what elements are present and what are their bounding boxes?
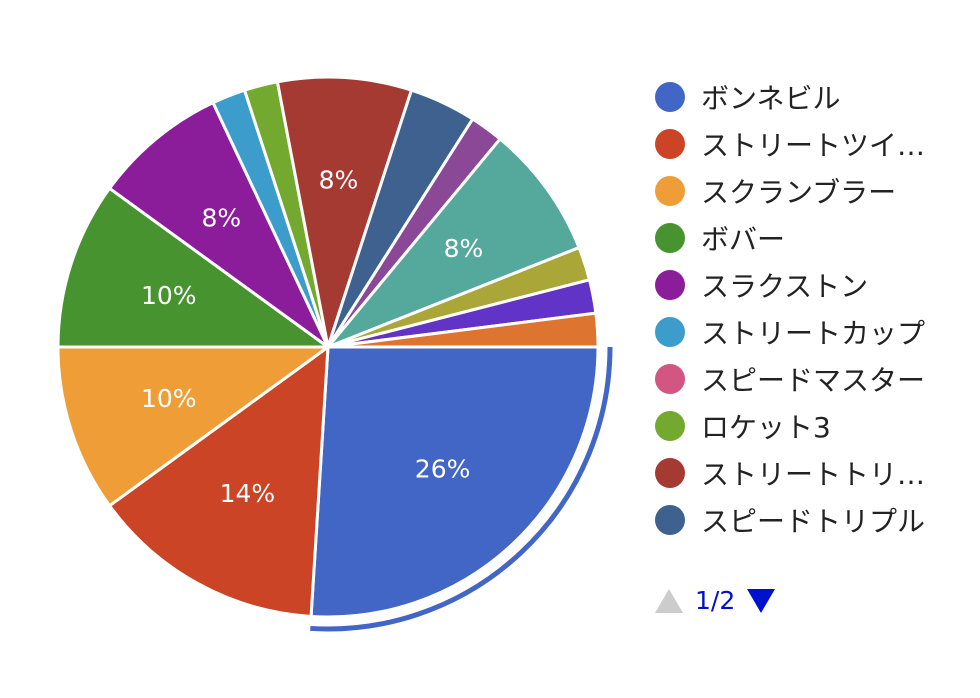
- legend-label: スクランブラー: [701, 175, 897, 209]
- legend-swatch: [655, 316, 685, 347]
- legend-swatch: [655, 81, 685, 112]
- legend-item[interactable]: スピードトリプル: [655, 496, 975, 543]
- legend-swatch: [655, 222, 685, 253]
- legend-swatch: [655, 269, 685, 300]
- pie-slice[interactable]: [275, 75, 414, 348]
- legend-label: ボバー: [701, 222, 786, 256]
- slice-data-label: 8%: [319, 165, 359, 194]
- slice-data-label: 10%: [141, 281, 197, 310]
- legend-swatch: [655, 410, 685, 441]
- legend-swatch: [655, 363, 685, 394]
- legend-item[interactable]: ストリートトリ…: [655, 449, 975, 496]
- legend-swatch: [655, 504, 685, 535]
- legend-swatch: [655, 175, 685, 206]
- legend-item[interactable]: スピードマスター: [655, 355, 975, 402]
- legend-item[interactable]: ストリートツイ…: [655, 120, 975, 167]
- pie-slice[interactable]: [107, 100, 330, 349]
- legend-label: スラクストン: [701, 269, 869, 303]
- slice-data-label: 26%: [415, 455, 471, 484]
- chart-legend: ボンネビルストリートツイ… スクランブラー ボバースラクストンストリートカップ スピー…: [655, 73, 975, 543]
- legend-swatch: [655, 457, 685, 488]
- legend-item[interactable]: ストリートカップ: [655, 308, 975, 355]
- legend-item[interactable]: スクランブラー: [655, 167, 975, 214]
- legend-label: ストリートツイ…: [701, 128, 926, 162]
- selected-slice-highlight: [310, 346, 613, 632]
- pie-slice[interactable]: [309, 345, 600, 619]
- legend-item[interactable]: ロケット3: [655, 402, 975, 449]
- pie-slice[interactable]: [56, 186, 333, 349]
- legend-label: ストリートカップ: [701, 316, 926, 350]
- legend-pager: 1/2: [655, 586, 776, 615]
- legend-item[interactable]: スラクストン: [655, 261, 975, 308]
- slice-data-label: 14%: [220, 479, 276, 508]
- legend-next-page-icon[interactable]: [747, 588, 776, 613]
- pie-slice[interactable]: [327, 311, 600, 349]
- slice-data-label: 8%: [444, 234, 484, 263]
- slice-data-label: 8%: [201, 204, 241, 233]
- legend-label: ボンネビル: [701, 81, 841, 115]
- legend-label: ストリートトリ…: [701, 457, 926, 491]
- legend-prev-page-icon[interactable]: [655, 588, 683, 613]
- pie-chart: 26% 14% 10% 10% 8% 8% 8%: [56, 75, 613, 632]
- legend-label: スピードトリプル: [701, 504, 926, 538]
- legend-item[interactable]: ボバー: [655, 214, 975, 261]
- pie-slice[interactable]: [107, 343, 330, 619]
- legend-label: ロケット3: [701, 410, 831, 444]
- legend-label: スピードマスター: [701, 363, 926, 397]
- legend-page-indicator: 1/2: [695, 586, 736, 615]
- pie-slice[interactable]: [326, 136, 581, 349]
- legend-swatch: [655, 128, 685, 159]
- slice-data-label: 10%: [141, 384, 197, 413]
- pie-slice[interactable]: [56, 345, 333, 508]
- legend-item[interactable]: ボンネビル: [655, 73, 975, 120]
